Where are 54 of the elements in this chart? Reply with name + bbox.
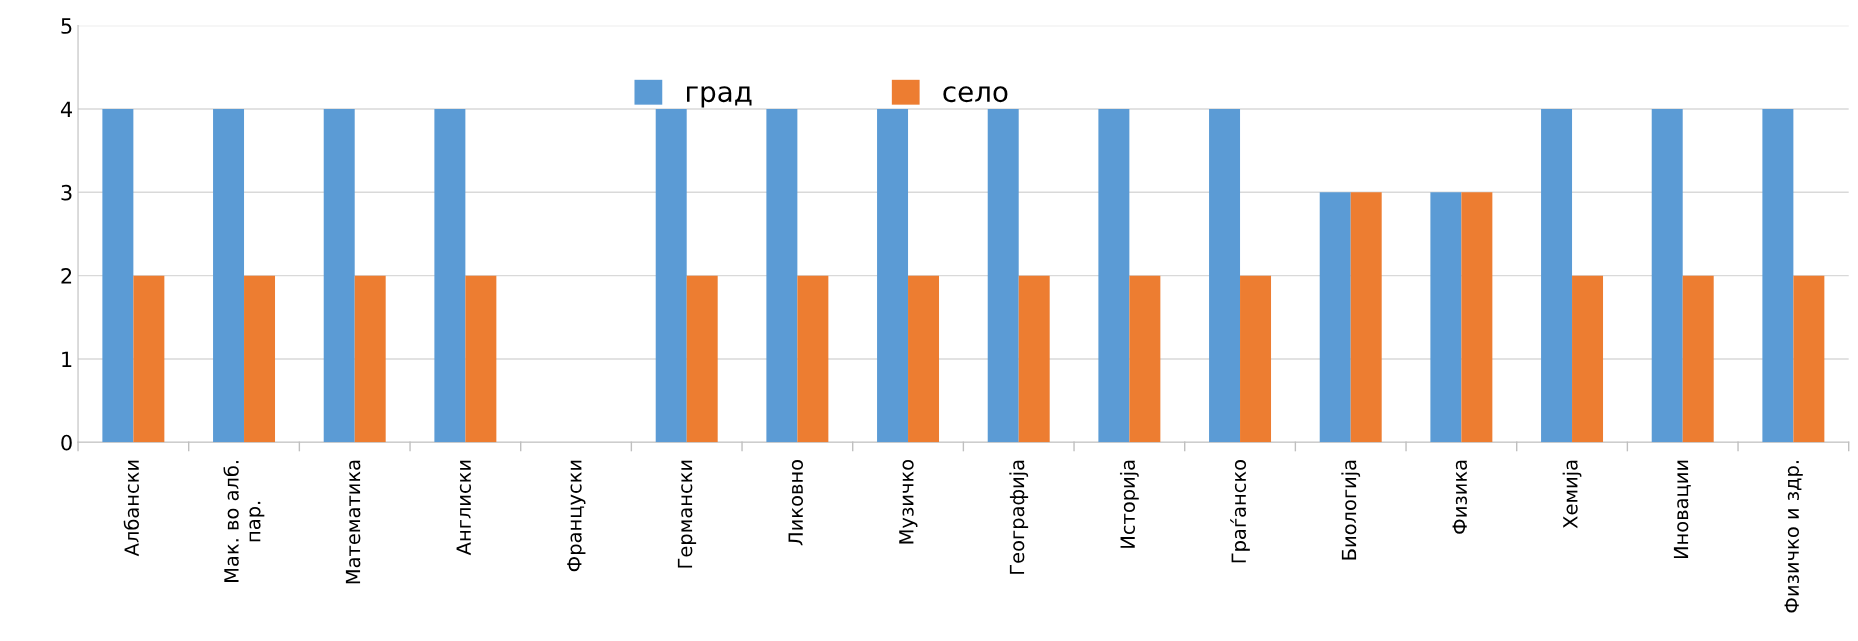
bar [766, 108, 798, 443]
x-tick-label: Граѓанско [1230, 460, 1250, 563]
legend-label: град [687, 86, 752, 108]
bar [1098, 108, 1130, 443]
bar [1430, 192, 1462, 443]
x-tick-label: Физичко и здр. [1784, 461, 1803, 613]
bar [686, 275, 718, 443]
x-tick-label: Биологија [1341, 460, 1361, 560]
y-tick-label: 5 [61, 18, 72, 34]
y-tick-label: 1 [62, 351, 72, 367]
y-tick-label: 4 [60, 101, 73, 117]
y-tick-label: 2 [61, 268, 72, 284]
bar [797, 275, 829, 443]
bar [877, 108, 909, 443]
x-tick-label: Музичко [899, 460, 918, 544]
x-tick-label: Математика [345, 460, 361, 584]
x-tick-label: Албански [123, 460, 140, 557]
bar [987, 108, 1019, 443]
bar [465, 275, 497, 443]
bar [1018, 275, 1050, 443]
bar [1651, 108, 1683, 443]
x-tick-label: Мак. во алб. пар. [223, 461, 265, 582]
bar [655, 108, 687, 443]
bar [1793, 275, 1825, 443]
x-tick-label: Хемија [1562, 460, 1582, 529]
y-tick-label: 0 [61, 434, 72, 451]
bar [354, 275, 386, 443]
bar [323, 108, 355, 443]
bar [1129, 275, 1161, 443]
bar [133, 275, 165, 443]
y-tick-label: 3 [61, 184, 72, 201]
bar [908, 275, 940, 443]
x-tick-label: Физика [1452, 460, 1468, 534]
legend-label: село [943, 86, 1008, 103]
bar [434, 108, 466, 443]
bar [213, 108, 245, 443]
bar [1319, 192, 1351, 443]
x-tick-label: Француски [567, 460, 586, 572]
bar [102, 108, 134, 443]
bar [1240, 275, 1272, 443]
bar [1762, 108, 1794, 443]
x-tick-label: Германски [677, 460, 697, 568]
bar [244, 275, 276, 443]
bar [1461, 192, 1493, 443]
bar [1350, 192, 1382, 443]
x-tick-label: Англиски [456, 460, 472, 556]
x-tick-label: Ликовно [788, 460, 804, 546]
bar [1572, 275, 1604, 443]
x-tick-label: Историја [1119, 460, 1139, 548]
x-tick-label: Географија [1009, 460, 1029, 574]
x-tick-label: Иновации [1673, 460, 1691, 559]
bar [1209, 108, 1241, 443]
bar [1682, 275, 1714, 443]
bar [1541, 108, 1573, 443]
